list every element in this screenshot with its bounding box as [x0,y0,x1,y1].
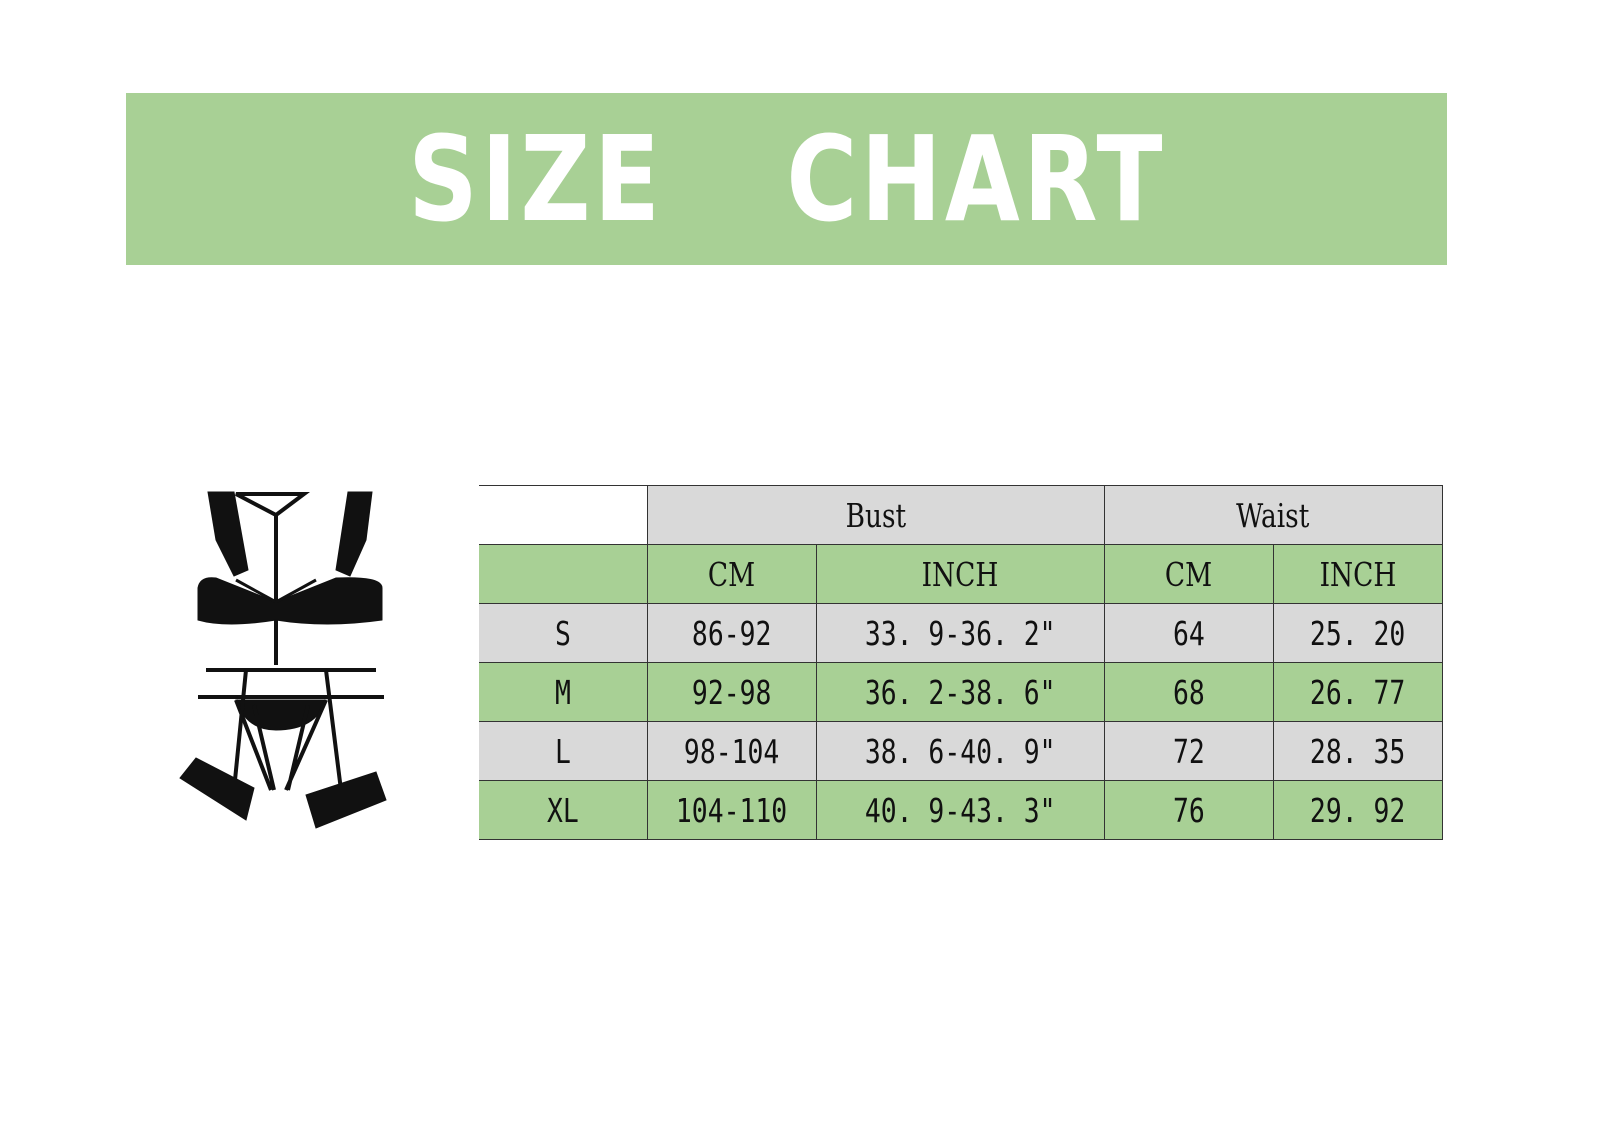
size-table: Bust Waist CM INCH CM INCH S 86-92 33. 9… [479,485,1443,840]
table-row: S 86-92 33. 9-36. 2" 64 25. 20 [479,603,1443,663]
size-cell: S [479,603,648,663]
waist-cm-cell: 68 [1103,662,1274,722]
banner-title: SIZE CHART [407,110,1166,248]
bust-inch-cell: 36. 2-38. 6" [815,662,1105,722]
size-cell: M [479,662,648,722]
waist-inch-cell: 28. 35 [1272,721,1443,781]
waist-cm-cell: 72 [1103,721,1274,781]
size-cell: L [479,721,648,781]
header-waist: Waist [1103,485,1443,545]
waist-cm-cell: 64 [1103,603,1274,663]
header-waist-inch: INCH [1272,544,1443,604]
bust-cm-cell: 98-104 [646,721,817,781]
group-header-row: Bust Waist [479,485,1443,545]
bust-cm-cell: 86-92 [646,603,817,663]
size-header-cell [479,544,648,604]
waist-inch-cell: 26. 77 [1272,662,1443,722]
table-row: L 98-104 38. 6-40. 9" 72 28. 35 [479,721,1443,781]
sub-header-row: CM INCH CM INCH [479,544,1443,604]
bust-inch-cell: 33. 9-36. 2" [815,603,1105,663]
header-waist-cm: CM [1103,544,1274,604]
bust-cm-cell: 104-110 [646,780,817,840]
size-cell: XL [479,780,648,840]
product-image-lingerie-set [179,491,387,829]
waist-inch-cell: 29. 92 [1272,780,1443,840]
size-chart-banner: SIZE CHART [126,93,1447,265]
table-row: M 92-98 36. 2-38. 6" 68 26. 77 [479,662,1443,722]
header-bust-inch: INCH [815,544,1105,604]
bust-cm-cell: 92-98 [646,662,817,722]
header-bust: Bust [646,485,1105,545]
waist-cm-cell: 76 [1103,780,1274,840]
header-bust-cm: CM [646,544,817,604]
bust-inch-cell: 38. 6-40. 9" [815,721,1105,781]
waist-inch-cell: 25. 20 [1272,603,1443,663]
table-row: XL 104-110 40. 9-43. 3" 76 29. 92 [479,780,1443,840]
bust-inch-cell: 40. 9-43. 3" [815,780,1105,840]
corner-cell [479,485,648,545]
